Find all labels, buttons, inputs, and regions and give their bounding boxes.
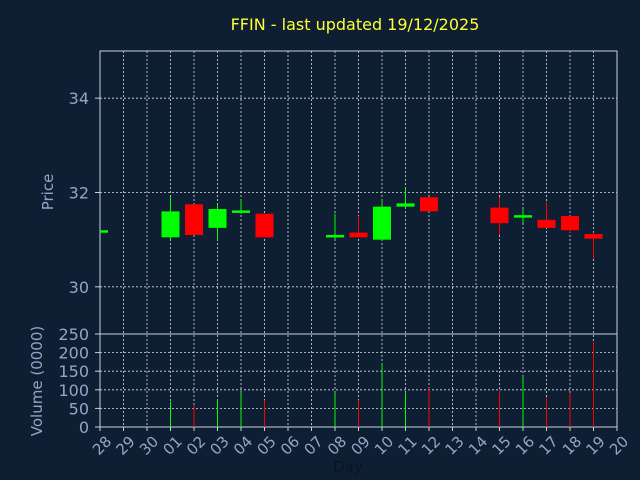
candle [349,216,368,238]
candle-body [420,197,438,212]
x-tick-label: 04 [230,433,256,459]
volume-tick-label: 150 [58,362,89,381]
candle-body [326,234,344,238]
candle-body [490,207,509,224]
x-tick-label: 15 [489,433,515,459]
x-tick-label: 18 [559,433,585,459]
x-tick-label: 11 [395,433,421,459]
x-axis-label: Day [333,458,363,476]
candle-body [584,234,603,239]
x-tick-label: 02 [183,433,209,459]
x-tick-label: 16 [512,433,538,459]
candle [255,213,274,238]
volume-tick-label: 50 [69,399,89,418]
x-tick-label: 01 [160,433,186,459]
candle-body [514,215,532,218]
candle-body [349,232,368,238]
x-tick-label: 08 [324,433,350,459]
volume-tick-label: 100 [58,381,89,400]
x-tick-label: 05 [254,433,280,459]
x-tick-label: 30 [136,433,162,459]
candle-body [100,230,108,233]
candle [537,201,556,228]
x-tick-label: 13 [442,433,468,459]
x-tick-label: 29 [113,433,139,459]
candle-body [161,211,180,238]
x-tick-label: 17 [536,433,562,459]
candle [514,209,532,224]
candle-body [232,210,250,213]
candle [232,199,250,214]
x-tick-label: 14 [465,433,491,459]
volume-tick-label: 250 [58,325,89,344]
candle [185,204,203,235]
price-tick-label: 34 [69,89,89,108]
candle [396,187,415,210]
volume-tick-label: 200 [58,344,89,363]
candle [420,197,438,212]
candle [326,213,344,240]
x-tick-label: 12 [418,433,444,459]
candle-body [561,216,579,231]
candle [584,232,603,259]
candle [208,204,227,240]
x-tick-label: 07 [301,433,327,459]
candle-body [185,204,203,235]
chart-title: FFIN - last updated 19/12/2025 [231,15,480,34]
volume-tick-label: 0 [79,418,89,437]
price-axis-label: Price [39,174,57,211]
x-tick-label: 10 [371,433,397,459]
candle [561,216,579,233]
x-tick-label: 28 [89,433,115,459]
candle-body [396,203,415,207]
x-tick-label: 03 [207,433,233,459]
volume-axis-label: Volume (0000) [28,326,46,436]
candle-body [373,206,391,240]
x-tick-label: 20 [606,433,632,459]
candle [161,197,180,240]
candle-body [208,209,227,228]
x-tick-label: 19 [583,433,609,459]
candle [490,197,509,235]
x-tick-label: 06 [277,433,303,459]
candle [100,230,108,233]
candle-body [255,213,274,238]
candle [373,199,391,240]
price-tick-label: 30 [69,278,89,297]
price-tick-label: 32 [69,184,89,203]
candle-body [537,219,556,228]
x-tick-label: 09 [348,433,374,459]
